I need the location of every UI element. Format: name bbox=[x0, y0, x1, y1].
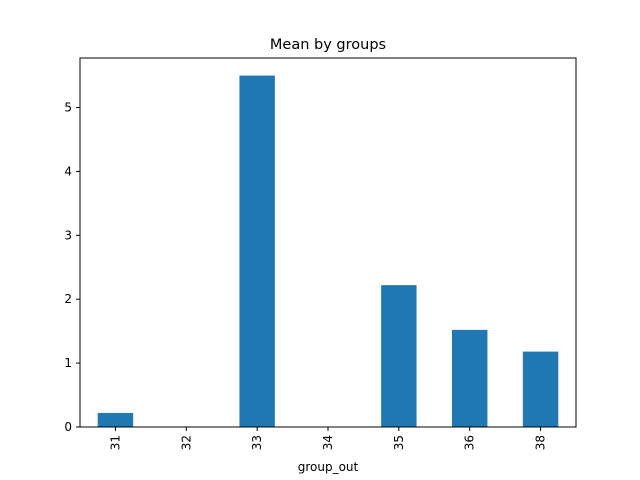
bar-38 bbox=[522, 351, 559, 427]
y-tick-label-1: 1 bbox=[64, 356, 72, 370]
bar-31 bbox=[97, 412, 134, 427]
x-tick-label-35: 35 bbox=[392, 435, 406, 450]
bar-35 bbox=[381, 285, 417, 427]
y-tick-label-0: 0 bbox=[64, 420, 72, 434]
bar-33 bbox=[239, 75, 275, 427]
bar-36 bbox=[452, 329, 488, 427]
x-tick-label-36: 36 bbox=[463, 435, 477, 450]
x-tick-label-31: 31 bbox=[108, 435, 122, 450]
x-tick-label-33: 33 bbox=[250, 435, 264, 450]
plot-frame bbox=[79, 57, 577, 428]
y-tick-label-5: 5 bbox=[64, 101, 72, 115]
y-axis: 0 1 2 3 4 5 bbox=[64, 101, 80, 434]
x-axis-label: group_out bbox=[298, 460, 359, 474]
y-tick-label-2: 2 bbox=[64, 292, 72, 306]
x-tick-label-32: 32 bbox=[179, 435, 193, 450]
chart-title: Mean by groups bbox=[270, 37, 386, 53]
y-tick-label-3: 3 bbox=[64, 228, 72, 242]
bars-group bbox=[97, 75, 559, 427]
x-tick-label-34: 34 bbox=[321, 435, 335, 450]
y-tick-label-4: 4 bbox=[64, 164, 72, 178]
x-axis: 31 32 33 34 35 36 38 bbox=[108, 427, 548, 450]
x-tick-label-38: 38 bbox=[534, 435, 548, 450]
